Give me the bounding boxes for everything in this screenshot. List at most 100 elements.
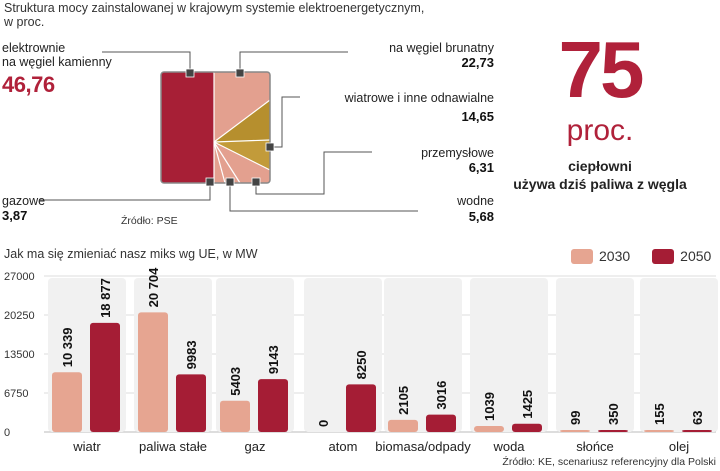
bar-value-label: 9143 <box>266 345 281 374</box>
legend-label-2030: 2030 <box>599 248 631 264</box>
legend-swatch-2050 <box>652 248 675 264</box>
leader-wind <box>270 96 300 148</box>
bar-title: Jak ma się zmieniać nasz miks wg UE, w M… <box>4 247 258 261</box>
leader-coal <box>102 51 191 73</box>
value-industry: 6,31 <box>468 160 494 175</box>
callout-text-line2: używa dziś paliwa z węgla <box>513 176 687 192</box>
bar-value-label: 9983 <box>184 340 199 369</box>
legend-label-2050: 2050 <box>680 248 712 264</box>
bar-value-label: 350 <box>606 403 621 425</box>
callout-number: 75 <box>558 25 645 114</box>
bar-source: Źródło: KE, scenariusz referencyjny dla … <box>502 456 716 468</box>
bar-2030 <box>138 312 168 432</box>
bar-value-label: 5403 <box>228 367 243 396</box>
value-water: 5,68 <box>468 209 494 224</box>
leader-lignite <box>239 51 348 73</box>
value-coal: 46,76 <box>2 72 55 97</box>
bar-value-label: 8250 <box>354 350 369 379</box>
group-background <box>384 278 462 432</box>
x-category-label: słońce <box>576 439 614 454</box>
bar-value-label: 18 877 <box>98 278 113 318</box>
value-lignite: 22,73 <box>461 55 494 70</box>
bar-2050 <box>598 429 628 432</box>
pie-chart <box>40 51 418 212</box>
group-background <box>470 278 548 432</box>
x-category-label: olej <box>669 439 689 454</box>
bar-value-label: 20 704 <box>146 267 161 308</box>
bar-2050 <box>258 379 288 432</box>
bar-chart: 27000 20250 13500 6750 0 10 339 18 877 20 704 9… <box>4 267 718 454</box>
label-water-text: wodne <box>457 194 494 208</box>
x-axis-labels: wiatr paliwa stałe gaz atom biomasa/odpady wo… <box>72 439 689 454</box>
x-category-label: wiatr <box>72 439 101 454</box>
pie-leader-lines <box>40 51 418 212</box>
group-background <box>640 278 718 432</box>
pie-title: Struktura mocy zainstalowanej w krajowym… <box>4 1 424 29</box>
pie-rect <box>160 68 275 187</box>
slice-water <box>214 142 270 183</box>
label-coal-line1: elektrownie <box>2 41 66 55</box>
callout-unit: proc. <box>566 114 634 147</box>
bar-2030 <box>644 430 674 432</box>
bar-2050 <box>512 423 542 432</box>
bar-value-label: 99 <box>568 411 583 425</box>
y-tick-label: 27000 <box>4 271 35 283</box>
legend-swatch-2030 <box>571 248 593 264</box>
x-category-label: biomasa/odpady <box>375 439 471 454</box>
bar-marks <box>48 278 718 432</box>
value-gas: 3,87 <box>2 208 28 223</box>
leader-industry <box>255 151 372 195</box>
x-category-label: atom <box>329 439 358 454</box>
bar-2050 <box>90 322 120 432</box>
legend: 2030 2050 <box>571 248 711 264</box>
value-wind: 14,65 <box>461 109 494 124</box>
bar-value-label: 2105 <box>396 386 411 415</box>
bar-2030 <box>560 430 590 432</box>
bar-value-label: 155 <box>652 403 667 425</box>
pie-title-line2: w proc. <box>4 15 45 29</box>
label-coal-line2: na węgiel kamienny <box>2 55 112 69</box>
bar-value-label: 0 <box>316 420 331 427</box>
y-tick-label: 0 <box>4 427 10 439</box>
bar-2030 <box>220 400 250 432</box>
y-tick-label: 13500 <box>4 349 35 361</box>
label-coal: elektrownie na węgiel kamienny 46,76 <box>2 41 112 98</box>
bar-2050 <box>176 374 206 432</box>
marker-gas <box>205 177 215 187</box>
bar-value-label: 1039 <box>482 392 497 421</box>
label-wind-text: wiatrowe i inne odnawialne <box>344 91 494 105</box>
bar-2030 <box>388 419 418 432</box>
y-tick-label: 6750 <box>4 388 28 400</box>
marker-industry <box>251 177 261 187</box>
pie-source: Źródło: PSE <box>121 215 178 227</box>
bar-value-label: 63 <box>690 411 705 425</box>
marker-coal <box>185 68 195 78</box>
slice-coal <box>161 72 214 183</box>
bar-2050 <box>682 430 712 432</box>
bar-2030 <box>474 425 504 432</box>
bar-2030 <box>52 372 82 432</box>
x-category-label: paliwa stałe <box>139 439 207 454</box>
callout: 75 proc. ciepłowni używa dziś paliwa z w… <box>500 30 700 193</box>
label-gas: gazowe 3,87 <box>2 194 45 223</box>
group-background <box>556 278 634 432</box>
bar-2050 <box>346 384 376 432</box>
label-water: wodne 5,68 <box>457 194 494 224</box>
bar-value-label: 1425 <box>520 390 535 419</box>
x-category-label: gaz <box>245 439 266 454</box>
callout-text-line1: ciepłowni <box>568 158 632 174</box>
bar-value-label: 10 339 <box>60 327 75 367</box>
pie-title-line1: Struktura mocy zainstalowanej w krajowym… <box>4 1 425 15</box>
label-wind: wiatrowe i inne odnawialne 14,65 <box>345 91 494 124</box>
bar-value-labels: 10 339 18 877 20 704 9983 5403 9143 0 8250 2105 3… <box>60 267 705 427</box>
label-industry-text: przemysłowe <box>421 146 494 160</box>
marker-wind <box>265 142 275 152</box>
bar-value-label: 3016 <box>434 381 449 410</box>
y-axis-ticks: 27000 20250 13500 6750 0 <box>4 271 35 439</box>
marker-lignite <box>235 68 245 78</box>
bar-2050 <box>426 414 456 432</box>
label-lignite-text: na węgiel brunatny <box>389 41 494 55</box>
label-gas-text: gazowe <box>2 194 46 208</box>
leader-water <box>229 182 418 212</box>
marker-water <box>225 177 235 187</box>
